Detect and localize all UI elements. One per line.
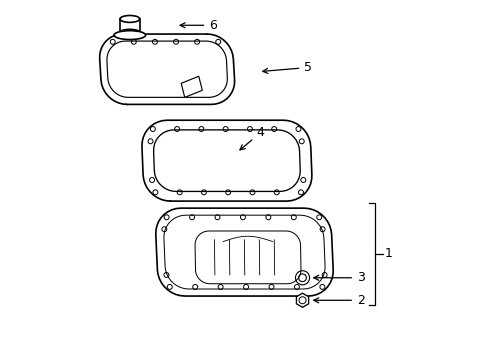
Polygon shape [142,120,311,201]
Polygon shape [181,76,202,97]
Text: 5: 5 [262,61,312,74]
Ellipse shape [120,30,140,35]
Text: 4: 4 [240,126,264,150]
Ellipse shape [114,31,145,40]
Polygon shape [120,19,140,32]
Polygon shape [100,34,234,104]
Text: 6: 6 [180,19,217,32]
Ellipse shape [120,15,140,22]
Polygon shape [296,293,308,307]
Text: 3: 3 [313,271,364,284]
Text: 2: 2 [313,294,364,307]
Polygon shape [156,208,332,296]
Text: 1: 1 [384,247,391,260]
